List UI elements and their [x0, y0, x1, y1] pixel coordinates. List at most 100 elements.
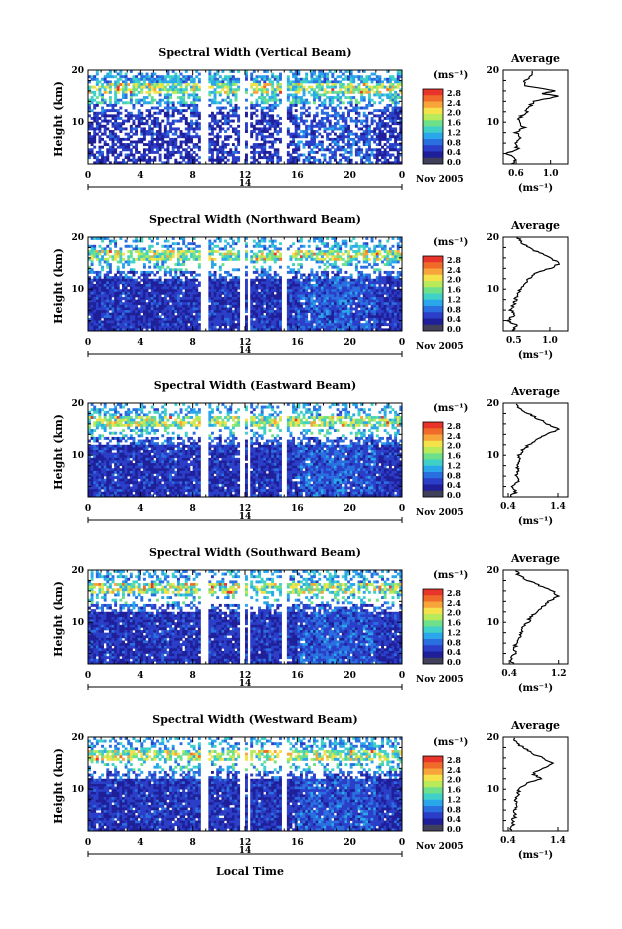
- heatmap-cell: [370, 72, 374, 76]
- heatmap-cell: [171, 88, 175, 92]
- heatmap-cell: [286, 297, 290, 300]
- heatmap-cell: [226, 307, 230, 311]
- heatmap-cell: [216, 72, 220, 76]
- heatmap-cell: [116, 137, 120, 141]
- heatmap-cell: [349, 75, 353, 79]
- heatmap-cell: [341, 77, 345, 81]
- heatmap-cell: [190, 304, 193, 308]
- heatmap-cell: [88, 257, 91, 261]
- heatmap-cell: [122, 158, 125, 162]
- heatmap-cell: [323, 72, 327, 76]
- heatmap-cell: [153, 278, 157, 282]
- heatmap-cell: [265, 289, 269, 293]
- heatmap-cell: [297, 98, 301, 102]
- heatmap-cell: [158, 77, 162, 81]
- heatmap-cell: [292, 88, 296, 92]
- heatmap-cell: [90, 291, 94, 295]
- heatmap-cell: [378, 77, 382, 81]
- heatmap-cell: [163, 299, 167, 303]
- heatmap-cell: [190, 122, 193, 126]
- heatmap-cell: [326, 310, 330, 314]
- heatmap-cell: [169, 156, 173, 160]
- heatmap-cell: [339, 158, 343, 162]
- heatmap-cell: [101, 106, 104, 110]
- heatmap-cell: [331, 291, 335, 295]
- heatmap-cell: [352, 77, 356, 81]
- heatmap-cell: [190, 312, 193, 316]
- heatmap-cell: [388, 103, 392, 107]
- heatmap-cell: [98, 130, 102, 133]
- heatmap-cell: [302, 85, 306, 89]
- heatmap-cell: [88, 103, 91, 107]
- heatmap-cell: [197, 291, 201, 295]
- heatmap-cell: [213, 158, 217, 162]
- heatmap-cell: [150, 284, 154, 287]
- heatmap-cell: [221, 98, 225, 102]
- heatmap-cell: [208, 156, 212, 160]
- heatmap-cell: [174, 150, 178, 154]
- heatmap-cell: [237, 124, 241, 128]
- heatmap-cell: [365, 250, 369, 253]
- heatmap-cell: [88, 268, 91, 272]
- heatmap-cell: [378, 268, 382, 272]
- heatmap-cell: [234, 83, 238, 86]
- heatmap-cell: [294, 286, 298, 290]
- heatmap-cell: [341, 263, 345, 267]
- heatmap-cell: [394, 106, 398, 110]
- heatmap-cell: [331, 312, 335, 316]
- heatmap-cell: [114, 85, 118, 89]
- heatmap-cell: [197, 310, 201, 314]
- heatmap-cell: [258, 239, 261, 243]
- heatmap-cell: [171, 297, 175, 300]
- heatmap-cell: [341, 297, 345, 300]
- heatmap-cell: [103, 250, 107, 253]
- heatmap-cell: [210, 85, 214, 89]
- heatmap-cell: [127, 278, 131, 282]
- heatmap-cell: [190, 137, 193, 141]
- heatmap-cell: [263, 75, 267, 79]
- heatmap-cell: [142, 135, 146, 139]
- heatmap-cell: [341, 286, 345, 290]
- heatmap-cell: [255, 302, 259, 306]
- heatmap-cell: [265, 252, 269, 256]
- heatmap-cell: [210, 140, 214, 144]
- heatmap-cell: [210, 153, 214, 157]
- heatmap-cell: [292, 140, 296, 144]
- heatmap-cell: [108, 114, 112, 118]
- heatmap-cell: [135, 312, 139, 316]
- heatmap-cell: [166, 161, 170, 165]
- heatmap-cell: [161, 244, 165, 248]
- heatmap-cell: [98, 263, 102, 267]
- heatmap-cell: [328, 137, 332, 141]
- heatmap-cell: [315, 77, 319, 81]
- heatmap-cell: [255, 242, 259, 246]
- heatmap-cell: [344, 150, 348, 154]
- heatmap-cell: [119, 281, 123, 285]
- heatmap-cell: [103, 286, 107, 290]
- heatmap-cell: [190, 111, 193, 115]
- heatmap-cell: [216, 83, 220, 86]
- heatmap-cell: [320, 145, 324, 149]
- heatmap-cell: [163, 302, 167, 306]
- heatmap-cell: [161, 284, 165, 287]
- heatmap-cell: [289, 111, 293, 115]
- heatmap-cell: [378, 140, 382, 144]
- heatmap-cell: [197, 252, 201, 256]
- heatmap-cell: [174, 132, 178, 136]
- heatmap-cell: [226, 143, 230, 147]
- heatmap-cell: [396, 156, 400, 160]
- heatmap-cell: [302, 289, 306, 293]
- heatmap-cell: [263, 289, 267, 293]
- heatmap-cell: [140, 289, 144, 293]
- heatmap-cell: [171, 291, 175, 295]
- heatmap-cell: [221, 284, 225, 287]
- heatmap-cell: [271, 299, 275, 303]
- heatmap-cell: [260, 312, 264, 316]
- heatmap-cell: [294, 124, 298, 128]
- heatmap-cell: [140, 111, 144, 115]
- heatmap-cell: [292, 103, 296, 107]
- heatmap-cell: [318, 312, 322, 316]
- heatmap-cell: [108, 239, 112, 243]
- heatmap-cell: [197, 250, 201, 253]
- heatmap-cell: [378, 250, 382, 253]
